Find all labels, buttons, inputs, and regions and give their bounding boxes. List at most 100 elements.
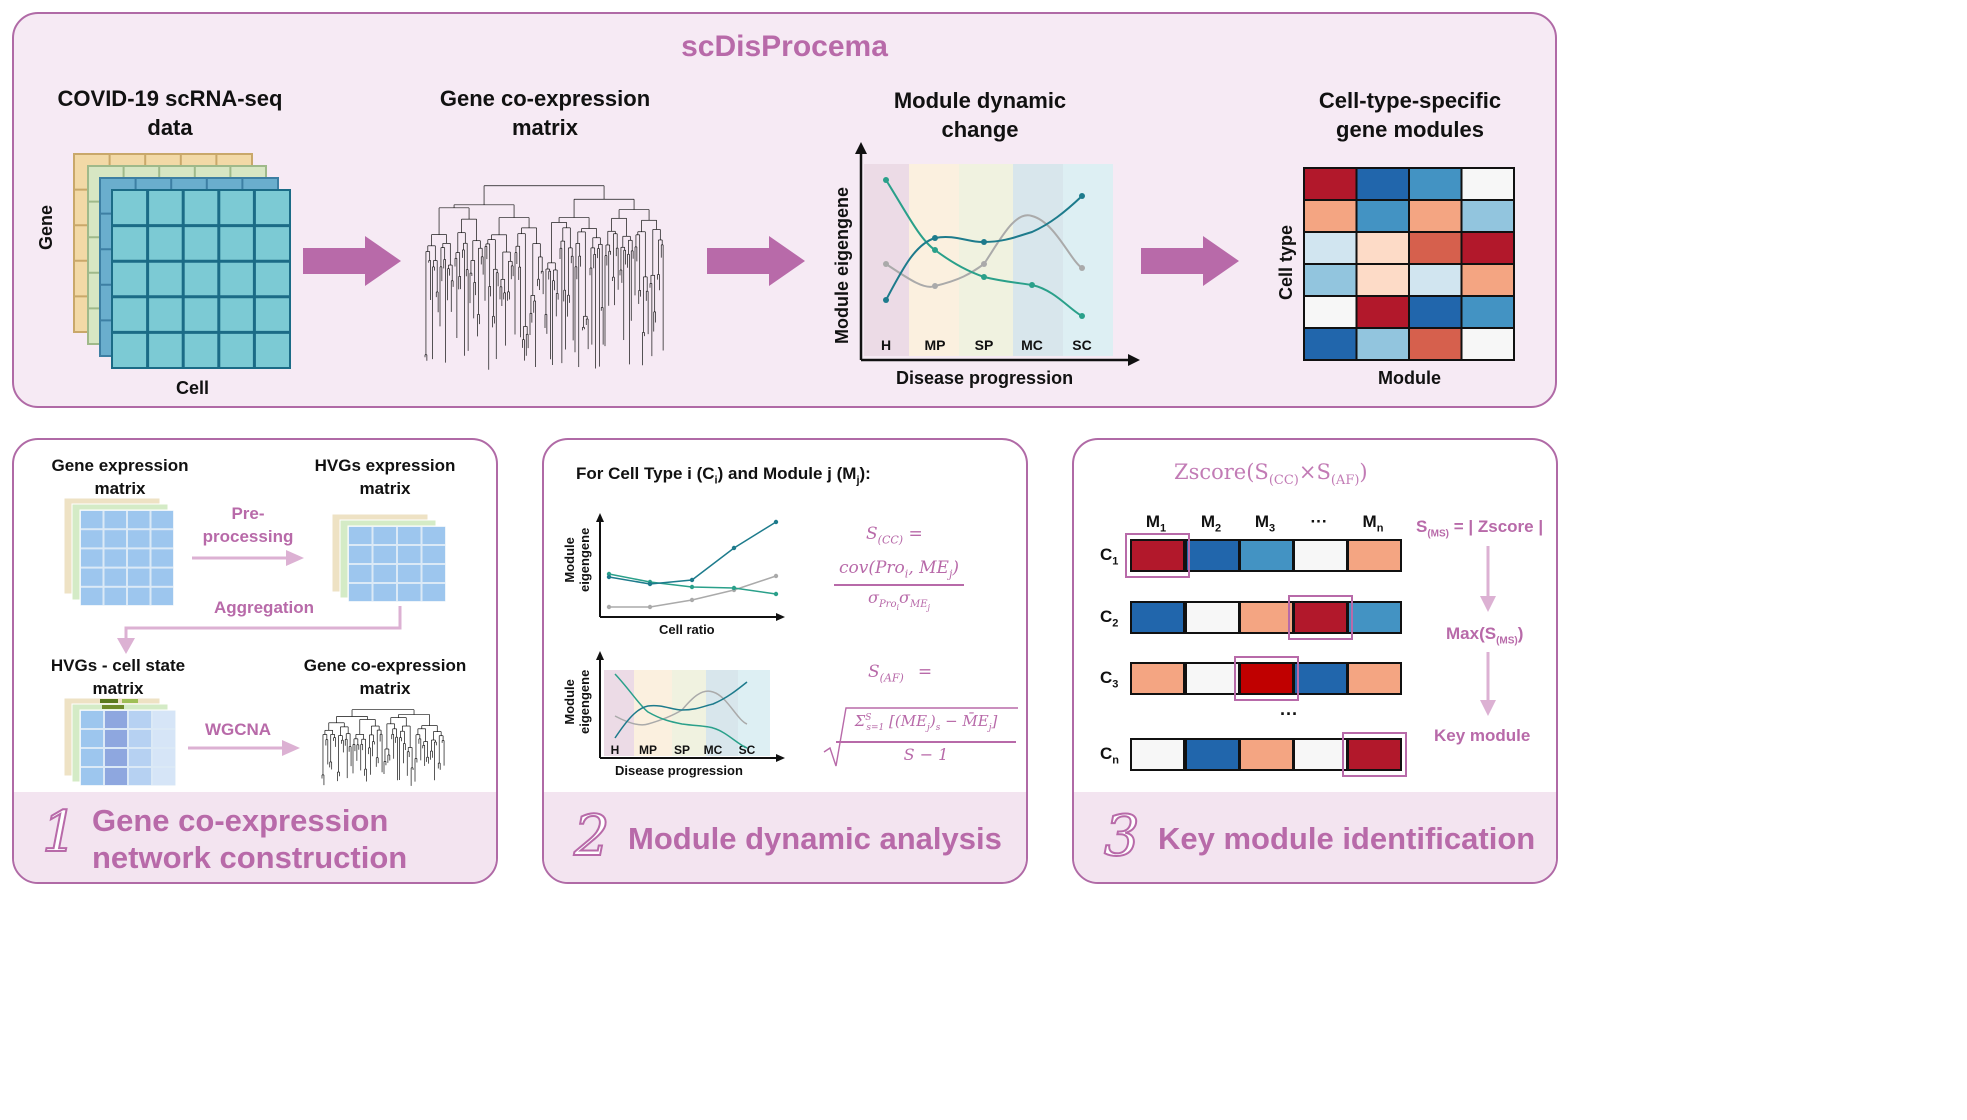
module-cell [1293, 738, 1348, 771]
stage-label: MC [704, 743, 723, 757]
scrna-matrix-stack [73, 153, 291, 369]
panel3-footer-band [1074, 792, 1556, 882]
stage-label: H [611, 743, 620, 757]
series-line [608, 521, 777, 585]
step1-title: COVID-19 scRNA-seq data [57, 86, 283, 140]
arrow-down-icon [1480, 546, 1496, 612]
matrix-cell [349, 565, 372, 582]
module-cell [1130, 601, 1185, 634]
step4-title: Cell-type-specific gene modules [1318, 88, 1502, 142]
matrix-cell [104, 549, 126, 567]
data-point [883, 297, 889, 303]
module-cell [1185, 601, 1240, 634]
module-cell [1293, 601, 1348, 634]
module-cell [1293, 662, 1348, 695]
matrix-cell [104, 511, 126, 529]
stage-band [634, 670, 672, 756]
heatmap-cell [1460, 199, 1515, 233]
sms-formula: S(MS) = | Zscore | [1416, 517, 1544, 540]
chart1-y-label: Module eigengene [562, 527, 592, 592]
module-cell [1347, 662, 1402, 695]
heatmap-cell [1355, 199, 1410, 233]
saf-formula-numerator: ΣSs=1 [(MEj)s − M̄Ej] [854, 712, 998, 733]
step1-y-label: Gene [36, 204, 56, 250]
data-point [606, 604, 612, 610]
stage-label: SC [1072, 337, 1091, 353]
heatmap-cell [1460, 263, 1515, 297]
x-axis-arrow [776, 613, 785, 621]
data-point [773, 573, 779, 579]
step1-x-label: Cell [176, 378, 210, 398]
module-cell [1347, 738, 1402, 771]
data-point [647, 581, 653, 587]
matrix-cell [104, 568, 126, 586]
arrow-right-icon [707, 236, 805, 286]
matrix-cell [81, 511, 103, 529]
matrix-cell [151, 587, 173, 605]
stage-label: SP [975, 337, 994, 353]
cell-type-label: Cn [1100, 744, 1120, 767]
data-point [731, 545, 737, 551]
aggregation-label: Aggregation [213, 598, 315, 617]
heatmap-cell [1355, 263, 1410, 297]
data-point [606, 574, 612, 580]
data-point [981, 261, 987, 267]
arrow-right-icon [188, 740, 300, 756]
x-axis-arrow [1128, 354, 1140, 366]
heatmap-cell [1460, 231, 1515, 265]
series-blue [614, 681, 748, 739]
matrix-cell [81, 530, 103, 548]
data-point [731, 585, 737, 591]
heatmap-cell [1408, 295, 1463, 329]
matrix-cell [151, 549, 173, 567]
matrix-cell [398, 584, 421, 601]
matrix-cell [129, 749, 151, 766]
panel1-number: 1 [41, 799, 79, 866]
matrix-cell [105, 711, 127, 728]
saf-fraction-bar [836, 741, 1016, 743]
matrix-cell [81, 768, 103, 785]
data-point [1079, 313, 1085, 319]
series-teal [614, 673, 748, 749]
module-cell [1347, 539, 1402, 572]
matrix-cell [398, 527, 421, 544]
matrix-cell [373, 584, 396, 601]
hvg-cell-label: HVGs - cell state matrix [50, 656, 186, 698]
cell-ratio-chart [596, 513, 785, 621]
cell-type-label: C2 [1100, 607, 1119, 630]
matrix-cell [153, 768, 175, 785]
heatmap-cell [1408, 199, 1463, 233]
heatmap-cell [1303, 231, 1358, 265]
module-cell [1185, 539, 1240, 572]
matrix-cell [349, 527, 372, 544]
y-axis-arrow [596, 513, 604, 522]
data-point [1079, 265, 1085, 271]
matrix-cell [373, 546, 396, 563]
arrow-right-icon [303, 236, 401, 286]
matrix-cell [422, 546, 445, 563]
stage-label: H [881, 337, 891, 353]
stage-label: SP [674, 743, 690, 757]
matrix-cell [151, 511, 173, 529]
heatmap-cell [1303, 263, 1358, 297]
y-axis-arrow [855, 142, 867, 154]
key-module-highlight [1342, 732, 1407, 777]
matrix-cell [153, 711, 175, 728]
module-cell [1347, 601, 1402, 634]
panel-module-dynamic [542, 438, 1028, 884]
data-point [981, 274, 987, 280]
data-point [647, 604, 653, 610]
key-module-label: Key module [1434, 726, 1531, 745]
matrix-cell [104, 530, 126, 548]
data-point [981, 239, 987, 245]
stage-label: MC [1021, 337, 1043, 353]
hvg-cell-matrix [63, 697, 177, 787]
data-point [883, 177, 889, 183]
panel1-footer-band [14, 792, 496, 882]
wgcna-label: WGCNA [204, 720, 272, 739]
module-cell [1239, 601, 1294, 634]
matrix-cell [81, 711, 103, 728]
step4-x-label: Module [1378, 368, 1441, 388]
module-header: M1 [1145, 512, 1167, 535]
module-cell [1239, 539, 1294, 572]
